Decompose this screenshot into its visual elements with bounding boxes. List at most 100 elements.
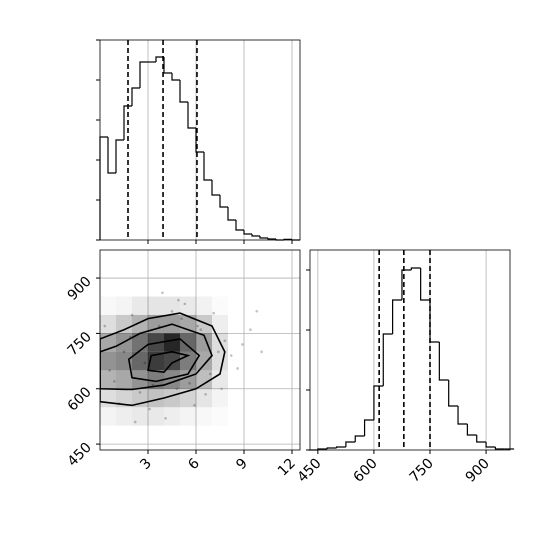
histogram-step bbox=[429, 300, 440, 343]
histogram-step bbox=[392, 299, 402, 334]
density-cell bbox=[116, 370, 132, 389]
density-cell bbox=[132, 314, 148, 334]
density-cell bbox=[196, 370, 212, 389]
scatter-point bbox=[148, 407, 151, 411]
y-tick-label: 750 bbox=[65, 329, 95, 359]
density-cell bbox=[164, 407, 180, 426]
histogram-step bbox=[382, 333, 393, 386]
scatter-point bbox=[133, 420, 137, 424]
density-cell bbox=[148, 351, 164, 371]
scatter-point bbox=[130, 313, 134, 317]
histogram-step bbox=[485, 442, 496, 448]
plot-area bbox=[100, 291, 263, 426]
scatter-point bbox=[113, 380, 116, 383]
histogram-step bbox=[354, 435, 365, 442]
density-cell bbox=[212, 351, 228, 371]
scatter-point bbox=[196, 324, 199, 328]
scatter-point bbox=[241, 343, 244, 346]
histogram-step bbox=[243, 230, 252, 235]
scatter-point bbox=[229, 354, 233, 357]
density-cell bbox=[180, 314, 196, 334]
panel-frame bbox=[99, 39, 301, 241]
density-cell bbox=[180, 388, 196, 408]
density-cell bbox=[196, 388, 212, 408]
scatter-point bbox=[220, 387, 223, 391]
contour bbox=[127, 338, 201, 383]
scatter-point bbox=[217, 350, 220, 354]
histogram-step bbox=[219, 195, 228, 208]
histogram-step bbox=[203, 152, 212, 181]
x-tick-label: 600 bbox=[351, 456, 381, 486]
y-tick-label: 900 bbox=[65, 274, 95, 304]
scatter-point bbox=[170, 309, 174, 313]
histogram-step bbox=[211, 180, 220, 196]
density-cell bbox=[116, 351, 132, 371]
histogram-step bbox=[326, 447, 337, 449]
histogram-step bbox=[401, 269, 412, 300]
density-cell bbox=[148, 314, 164, 334]
scatter-point bbox=[236, 367, 239, 370]
histogram-step bbox=[494, 447, 505, 450]
scatter-point bbox=[103, 324, 107, 328]
histogram-step bbox=[123, 105, 132, 140]
density-cell bbox=[180, 351, 196, 371]
density-cell bbox=[100, 296, 116, 314]
histogram-step bbox=[410, 267, 421, 270]
density-cell bbox=[148, 370, 164, 389]
scatter-point bbox=[180, 317, 183, 320]
histogram-step bbox=[155, 56, 164, 62]
histogram-step bbox=[457, 406, 468, 425]
scatter-point bbox=[223, 339, 227, 343]
x-tick-label: 450 bbox=[294, 456, 324, 486]
histogram-step bbox=[476, 435, 487, 443]
x-tick-label: 9 bbox=[233, 456, 251, 474]
histogram-step bbox=[251, 234, 260, 237]
scatter-point bbox=[188, 381, 191, 385]
density-cell bbox=[100, 370, 116, 389]
histogram-step bbox=[335, 446, 346, 448]
histogram-step bbox=[448, 380, 459, 407]
scatter-point bbox=[193, 404, 196, 407]
histogram-step bbox=[99, 136, 108, 240]
density-cell bbox=[132, 351, 148, 371]
density-cell bbox=[180, 296, 196, 315]
density-cell bbox=[132, 407, 148, 426]
histogram-step bbox=[179, 80, 188, 103]
histogram-step bbox=[345, 441, 356, 447]
density-cell bbox=[116, 296, 132, 315]
density-cell bbox=[164, 296, 180, 315]
density-cell bbox=[164, 351, 180, 371]
histogram-step bbox=[466, 424, 477, 436]
scatter-point bbox=[164, 416, 167, 420]
density-cell bbox=[180, 333, 196, 352]
histogram-step bbox=[139, 61, 148, 88]
density-cell bbox=[116, 407, 132, 426]
density-cell bbox=[100, 388, 116, 408]
density-cell bbox=[148, 296, 164, 315]
density-cell bbox=[212, 388, 228, 408]
histogram-step bbox=[107, 137, 116, 174]
histogram-step bbox=[195, 128, 204, 153]
histogram-step bbox=[115, 139, 124, 173]
scatter-point bbox=[138, 391, 142, 394]
histogram-step bbox=[171, 73, 180, 81]
scatter-point bbox=[204, 392, 207, 396]
scatter-point bbox=[209, 372, 212, 376]
density-cell bbox=[116, 388, 132, 408]
scatter-point bbox=[183, 302, 187, 306]
histogram-step bbox=[267, 238, 276, 240]
density-cell bbox=[196, 296, 212, 315]
contour bbox=[100, 312, 226, 407]
histogram-step bbox=[187, 102, 196, 129]
histogram-step bbox=[227, 207, 236, 221]
histogram-step bbox=[438, 342, 449, 381]
scatter-point bbox=[199, 328, 203, 332]
histogram-step bbox=[163, 57, 172, 74]
scatter-point bbox=[161, 291, 164, 295]
density-cell bbox=[196, 351, 212, 371]
density-cell bbox=[100, 407, 116, 426]
density-cell bbox=[212, 370, 228, 389]
density-cell bbox=[212, 407, 228, 425]
contour bbox=[147, 351, 191, 373]
